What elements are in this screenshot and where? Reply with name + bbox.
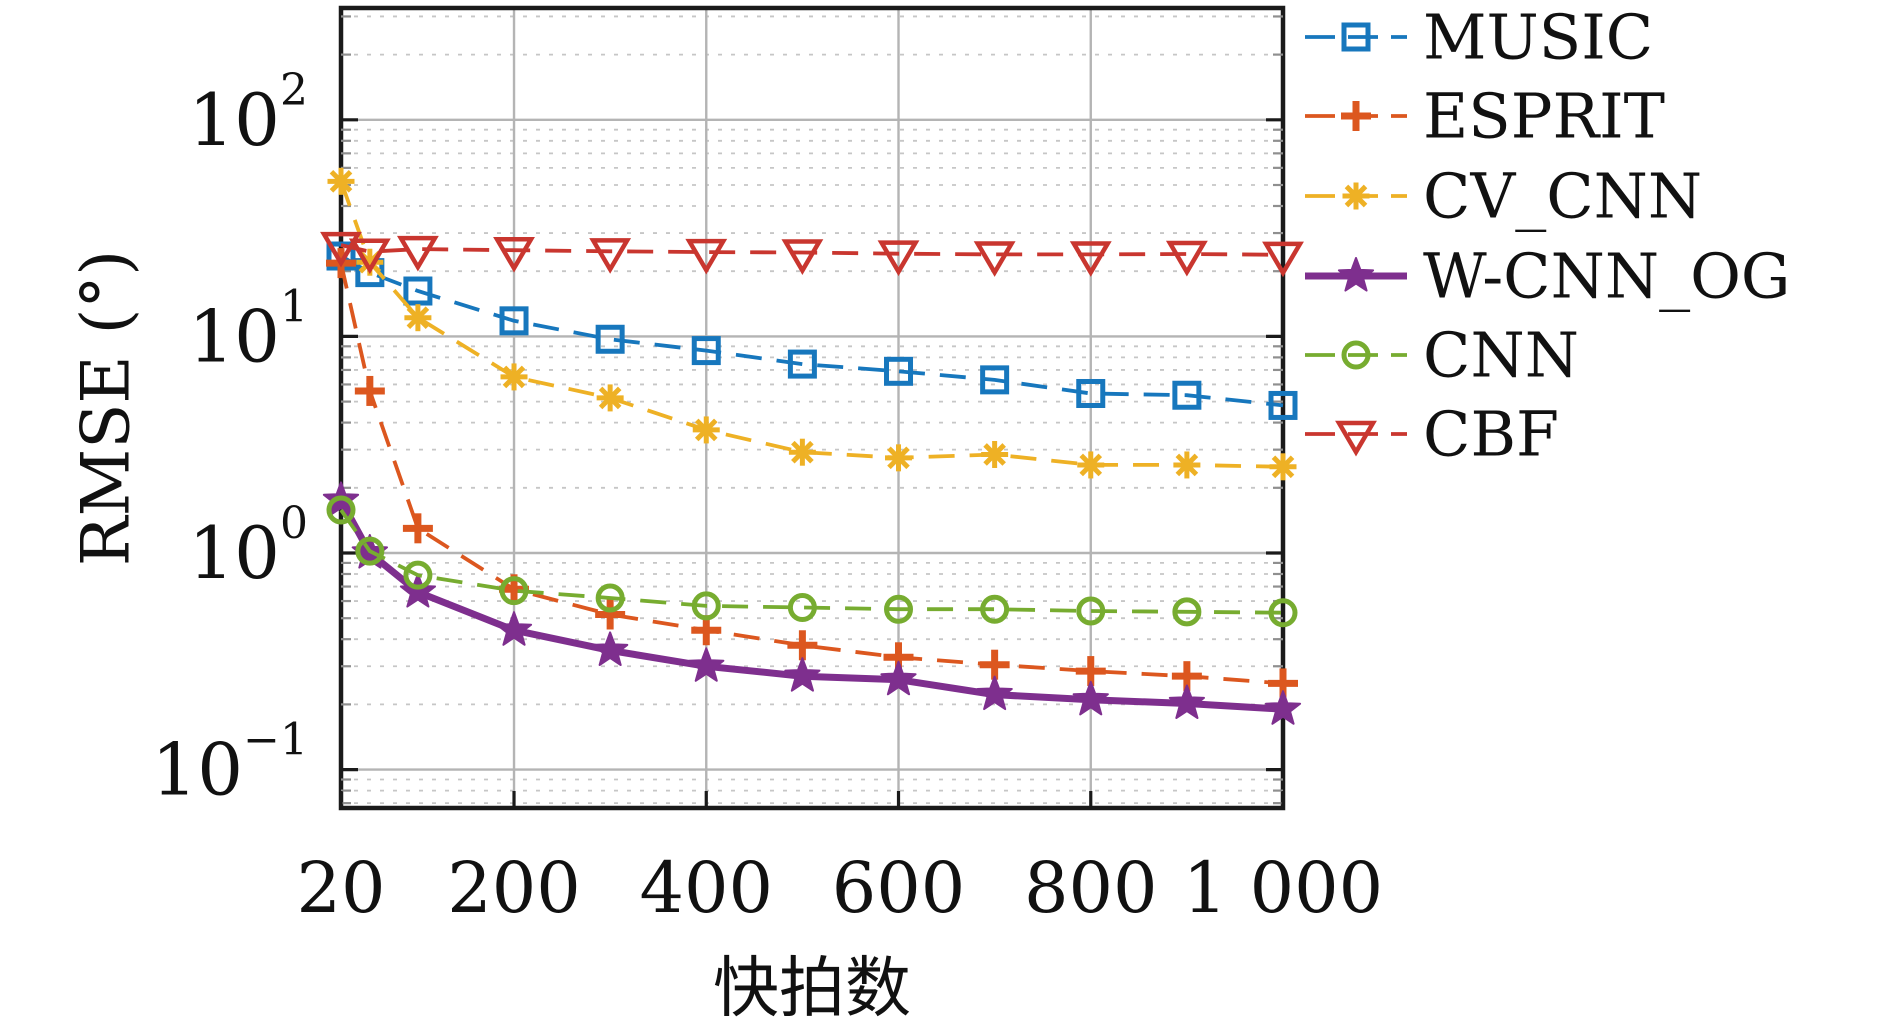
y-tick-labels: 102 101 100 10−1 <box>152 64 309 811</box>
legend-star-marker-icon <box>1337 257 1375 292</box>
x-tick-label: 400 <box>639 847 773 929</box>
cv_cnn-markers <box>327 167 1297 481</box>
x-axis-label: 快拍数 <box>713 950 911 1025</box>
legend-label: W-CNN_OG <box>1423 240 1790 313</box>
series-cv_cnn <box>327 167 1297 481</box>
legend-circle-marker-icon <box>1341 340 1371 370</box>
x-tick-label: 20 <box>296 847 385 929</box>
legend-asterisk-marker-icon <box>1342 182 1370 210</box>
x-tick-labels: 20 200 400 600 800 1 000 <box>296 847 1383 929</box>
legend-square-marker-icon <box>1341 22 1371 52</box>
cnn-markers <box>326 495 1298 628</box>
plot-box <box>338 5 1286 811</box>
series-line-cbf <box>340 243 1284 257</box>
series-cnn <box>326 495 1298 628</box>
legend-label: CV_CNN <box>1423 160 1702 233</box>
music-markers <box>326 241 1298 420</box>
legend-label: CBF <box>1423 398 1559 471</box>
series-music <box>326 241 1298 420</box>
legend-label: MUSIC <box>1423 1 1653 74</box>
legend-item-esprit: ESPRIT <box>1305 80 1665 153</box>
y-tick-label: 100 <box>188 498 308 596</box>
legend-triangle-down-marker-icon <box>1335 420 1377 457</box>
y-axis-label: RMSE (°) <box>68 250 145 566</box>
x-tick-label: 800 <box>1024 847 1158 929</box>
series-line-cnn <box>339 508 1284 615</box>
series-line-esprit <box>339 262 1284 686</box>
series-line-music <box>340 254 1284 408</box>
legend-label: CNN <box>1423 319 1579 392</box>
legend-item-cv_cnn: CV_CNN <box>1305 160 1702 233</box>
legend-plus-marker-icon <box>1341 101 1371 131</box>
legend-item-music: MUSIC <box>1305 1 1653 74</box>
y-tick-label: 10−1 <box>152 714 309 812</box>
series-line-cv_cnn <box>339 180 1284 469</box>
x-tick-label: 600 <box>832 847 966 929</box>
series-esprit <box>326 248 1298 699</box>
major-ticks <box>339 118 1285 808</box>
esprit-markers <box>326 248 1298 699</box>
cbf-markers <box>320 231 1304 278</box>
x-tick-label: 200 <box>447 847 581 929</box>
legend-item-w-cnn_og: W-CNN_OG <box>1305 240 1790 313</box>
y-tick-label: 102 <box>188 64 308 162</box>
legend-item-cbf: CBF <box>1305 398 1559 471</box>
legend-label: ESPRIT <box>1423 80 1665 153</box>
legend-item-cnn: CNN <box>1305 319 1579 392</box>
y-minor-ticks <box>341 15 1283 805</box>
series-cbf <box>320 231 1304 278</box>
x-tick-label: 1 000 <box>1183 847 1383 929</box>
y-tick-label: 101 <box>188 281 308 379</box>
